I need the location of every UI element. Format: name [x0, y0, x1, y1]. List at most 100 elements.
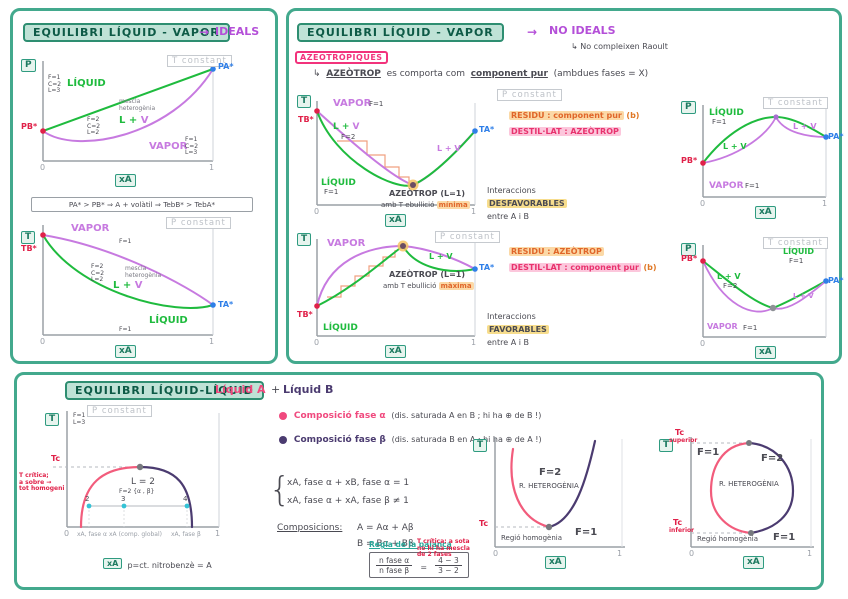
raoult-note: ↳ No compleixen Raoult: [571, 42, 668, 51]
liquid-line: [42, 68, 214, 132]
x-tick-0: 0: [40, 337, 46, 346]
f2-note: F=2 {α , β}: [119, 488, 155, 495]
temperature-axis-chip: T: [297, 233, 312, 247]
alpha-branch: [79, 465, 142, 529]
pb-label: PB*: [21, 122, 38, 131]
lever-rule: Regla de la palanca n fase α n fase β = …: [369, 540, 479, 589]
tb-point: [314, 303, 320, 309]
lv-region-label: L + V: [717, 272, 741, 281]
x-alpha-label: xA, fase α: [77, 531, 107, 538]
xa-axis-chip: xA: [115, 345, 136, 359]
lv-region-label-right: L + V: [429, 252, 453, 261]
azeotrope-tboil-note: amb T ebullició mínima: [381, 201, 470, 209]
pa-label: PA*: [218, 62, 234, 71]
x-tick-0: 0: [64, 529, 70, 538]
vapor-region-label: VAPOR: [327, 238, 366, 249]
interactions-between: entre A i B: [487, 212, 529, 221]
dome-plot: [53, 411, 220, 529]
tmax-notes: RESIDU : AZEÒTROP DESTIL·LAT : component…: [487, 239, 677, 359]
pressure-axis-chip: P: [681, 243, 696, 257]
x-tick-1: 1: [822, 199, 828, 208]
noideal-arrow-icon: →: [527, 25, 538, 39]
tie-point-3-label: 3: [121, 495, 126, 503]
ideal-px-diagram: P T constant F=1 C=2 L=3 LÍQUID mescla h…: [21, 55, 261, 191]
ideal-tx-diagram: T P constant VAPOR F=1 F=2 C=2 L=2 mescl…: [21, 217, 261, 365]
equation-1: xA, fase α + xB, fase α = 1: [287, 478, 410, 488]
phase-legend: Composició fase α (dis. saturada A en B …: [279, 411, 579, 463]
ideal-arrow-icon: →: [199, 25, 210, 39]
x-tick-0: 0: [493, 549, 499, 558]
volatility-formula: PA* > PB* ⇒ A + volàtil ⇒ TebB* > TebA*: [31, 197, 253, 212]
vapor-region-label: VAPOR: [707, 322, 738, 331]
xa-axis-chip: xA: [115, 174, 136, 188]
tb-point: [314, 108, 320, 114]
ideal-title: EQUILIBRI LÍQUID - VAPOR: [23, 23, 230, 42]
distillation-stairs: [327, 250, 396, 298]
lv-region-label-right: L + V: [437, 144, 461, 153]
ideal-px-plot: [40, 61, 216, 162]
loop-diagram: T Tc superior F=1 F=2 R. HETEROGÈNIA Tc …: [659, 427, 834, 577]
vapor-region-label: VAPOR: [333, 98, 372, 109]
interactions-between: entre A i B: [487, 338, 529, 347]
ideal-panel: EQUILIBRI LÍQUID - VAPOR → IDEALS P T co…: [10, 8, 278, 364]
pmax-diagram: P T constant LÍQUID F=1 L + V L + V PB* …: [681, 97, 844, 220]
pa-label: PA*: [828, 276, 844, 285]
liquid-region-label: LÍQUID: [709, 108, 744, 118]
p-constant-chip: P constant: [87, 405, 152, 417]
heterogeneous-region-label: R. HETEROGÈNIA: [519, 482, 579, 490]
lv-region-label: L + V: [119, 115, 149, 126]
interactions-label: Interaccions: [487, 312, 536, 321]
liquid-region-label: LÍQUID: [321, 178, 356, 188]
x-tick-0: 0: [700, 199, 706, 208]
tb-point: [40, 232, 46, 238]
lv-region-label: L + V: [333, 122, 360, 132]
xa-axis-chip: xA: [385, 214, 406, 228]
brace: {: [269, 470, 291, 510]
xa-axis-chip: xA: [385, 345, 406, 359]
f1-label-top: F=1: [697, 447, 720, 458]
homogeneous-region-label: Regió homogènia: [697, 535, 758, 543]
xa-axis-chip: xA: [743, 556, 764, 570]
f1-note: F=1: [119, 238, 132, 245]
alpha-dot-icon: [279, 411, 287, 420]
pressure-axis-chip: P: [681, 101, 696, 115]
noideal-title: EQUILIBRI LÍQUID - VAPOR: [297, 23, 504, 42]
residu-note: RESIDU : component pur (b): [509, 111, 640, 120]
noideal-panel: EQUILIBRI LÍQUID - VAPOR → NO IDEALS ↳ N…: [286, 8, 844, 364]
x-tick-0: 0: [700, 339, 706, 348]
x-tick-0: 0: [314, 207, 320, 216]
tc-annotation: T crítica; a sobre → tot homogeni: [19, 472, 65, 493]
lower-critical-point: [748, 530, 754, 536]
vapor-region-label: VAPOR: [709, 181, 744, 191]
phase-rule-note: F=2 C=2 L=2: [91, 263, 105, 284]
xa-axis-chip: xA: [545, 556, 566, 570]
ideal-tx-plot: [40, 225, 216, 336]
p-constant-chip: P constant: [497, 89, 562, 101]
lv-region-label-right: L + V: [793, 292, 814, 300]
pa-point: [823, 278, 829, 284]
tc-label: Tc: [51, 454, 61, 463]
beta-branch: [547, 439, 597, 529]
azeotrope-tboil-note: amb T ebullició màxima: [383, 282, 474, 290]
pb-label: PB*: [681, 254, 698, 263]
f2-label: F=2: [761, 453, 784, 464]
tc-superior-sub: superior: [669, 437, 698, 444]
tie-point-2-label: 2: [85, 495, 90, 503]
plus-sign: +: [271, 383, 281, 396]
f2-note: F=2: [723, 282, 738, 290]
segments-fraction: 4 − 3 3 − 2: [435, 556, 462, 575]
tmax-plot: [314, 239, 478, 337]
xa-axis-chip: xA: [103, 558, 123, 569]
azeotrope-point: [410, 182, 416, 188]
x-tick-1: 1: [471, 338, 477, 347]
compositions-label: Composicions:: [277, 523, 343, 533]
azeotrop-definition: ↳ AZEÒTROP es comporta com component pur…: [313, 69, 649, 79]
temperature-axis-chip: T: [473, 439, 488, 453]
x-tick-1: 1: [209, 163, 215, 172]
tb-label: TB*: [298, 115, 314, 124]
f1-note: F=1: [119, 326, 132, 333]
phase-rule-note: F=1 C=2 L=3: [48, 74, 62, 95]
equation-3: A = Aα + Aβ: [357, 523, 414, 533]
beta-branch: [138, 465, 194, 529]
beta-legend-row: Composició fase β (dis. saturada B en A …: [279, 435, 542, 445]
